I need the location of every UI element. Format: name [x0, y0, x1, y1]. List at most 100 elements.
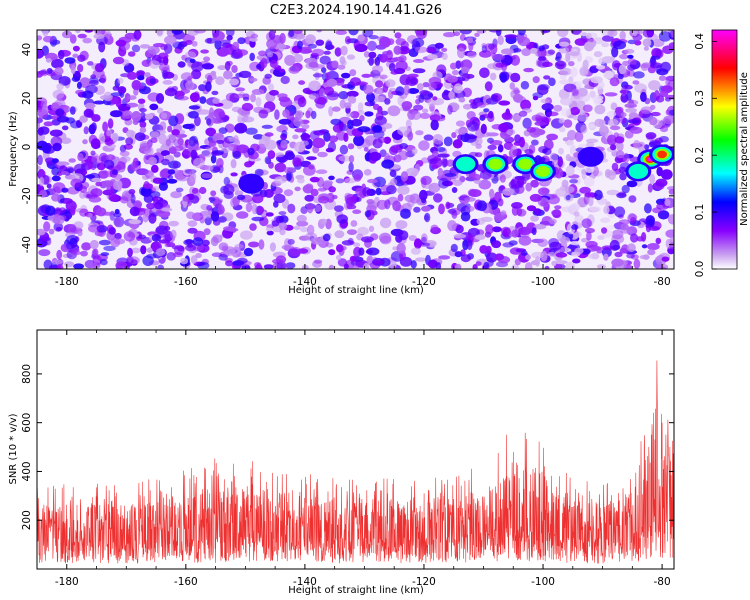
heatmap-cell [240, 230, 253, 240]
heatmap-cell [334, 205, 344, 212]
heatmap-cell [603, 205, 610, 214]
heatmap-cell [312, 137, 326, 149]
heatmap-cell [137, 98, 146, 104]
heatmap-cell [170, 191, 182, 199]
heatmap-cell [404, 194, 416, 202]
heatmap-cell [565, 140, 574, 146]
spectrogram-x-axis-label: Height of straight line (km) [288, 285, 424, 296]
heatmap-cell [39, 189, 47, 198]
heatmap-cell [39, 176, 45, 187]
heatmap-cell [217, 65, 227, 71]
heatmap-cell [211, 30, 220, 38]
heatmap-cell [372, 260, 385, 265]
heatmap-cell [96, 225, 108, 233]
heatmap-cell [84, 30, 94, 33]
heatmap-cell [222, 137, 230, 148]
heatmap-cell [669, 109, 674, 116]
heatmap-cell [390, 178, 398, 186]
heatmap-cell [69, 34, 77, 44]
heatmap-cell [249, 223, 257, 231]
heatmap-cell [154, 201, 164, 210]
heatmap-cell [565, 154, 572, 162]
heatmap-cell [516, 207, 523, 217]
heatmap-cell [132, 157, 139, 168]
heatmap-cell [661, 85, 673, 94]
heatmap-cell [643, 46, 650, 51]
heatmap-hotspot [535, 165, 551, 177]
heatmap-cell [535, 51, 541, 57]
heatmap-cell [236, 211, 249, 219]
heatmap-cell [122, 110, 133, 119]
heatmap-cell [139, 108, 147, 113]
heatmap-cell [88, 224, 100, 233]
heatmap-cell [398, 150, 409, 161]
heatmap-cell [146, 202, 156, 210]
heatmap-cell [607, 118, 619, 127]
heatmap-cell [164, 35, 177, 45]
heatmap-cell [79, 77, 91, 88]
heatmap-cell [529, 47, 539, 54]
heatmap-cell [312, 73, 324, 78]
heatmap-cell [212, 166, 221, 173]
heatmap-cell [523, 67, 534, 73]
heatmap-cell [555, 187, 568, 197]
heatmap-cell [274, 176, 287, 184]
heatmap-cell [423, 134, 434, 141]
heatmap-cell [113, 216, 125, 228]
heatmap-cell [269, 89, 279, 96]
heatmap-cell [363, 169, 372, 176]
heatmap-cell [619, 53, 629, 60]
heatmap-cell [532, 76, 540, 84]
heatmap-cell [279, 98, 293, 108]
heatmap-cell [347, 143, 355, 150]
heatmap-cell [375, 80, 384, 88]
heatmap-cell [658, 75, 667, 81]
heatmap-cell [618, 219, 631, 225]
heatmap-cell [265, 227, 273, 232]
heatmap-cell [184, 244, 197, 252]
x-tick-label: -140 [293, 576, 317, 588]
heatmap-cell [136, 70, 146, 77]
heatmap-cell [398, 230, 409, 241]
heatmap-cell [424, 212, 431, 223]
heatmap-cell [657, 210, 670, 220]
y-tick-label: 600 [21, 413, 33, 433]
heatmap-cell [301, 123, 310, 130]
heatmap-cell [185, 40, 193, 45]
heatmap-cell [210, 190, 217, 197]
heatmap-cell [655, 178, 668, 187]
heatmap-cell [214, 39, 222, 50]
heatmap-cell [139, 127, 147, 134]
heatmap-cell [108, 227, 116, 235]
heatmap-cell [498, 100, 511, 106]
heatmap-cell [330, 118, 342, 126]
heatmap-cell [163, 71, 175, 79]
heatmap-cell [581, 218, 592, 229]
heatmap-cell [110, 238, 121, 248]
heatmap-cell [46, 183, 52, 189]
heatmap-cell [313, 130, 326, 136]
heatmap-cell [199, 96, 207, 104]
heatmap-cell [297, 96, 307, 108]
heatmap-cell [607, 30, 618, 37]
heatmap-cell [77, 153, 84, 161]
heatmap-cell [258, 239, 265, 250]
heatmap-cell [215, 76, 225, 86]
heatmap-cell [560, 108, 572, 117]
heatmap-cell [188, 136, 197, 147]
heatmap-cell [131, 44, 141, 53]
heatmap-cell [37, 132, 45, 143]
heatmap-cell [180, 257, 189, 265]
heatmap-cell [633, 258, 641, 269]
heatmap-cell [466, 37, 474, 44]
spectrogram-frame [36, 29, 675, 270]
heatmap-cell [603, 253, 609, 261]
heatmap-cell [486, 97, 499, 105]
heatmap-cell [40, 100, 48, 109]
heatmap-cell [305, 34, 316, 44]
heatmap-cell [113, 180, 123, 191]
heatmap-cell [510, 72, 521, 83]
heatmap-cell [569, 179, 578, 184]
heatmap-cell [167, 125, 173, 133]
heatmap-cell [601, 42, 610, 48]
